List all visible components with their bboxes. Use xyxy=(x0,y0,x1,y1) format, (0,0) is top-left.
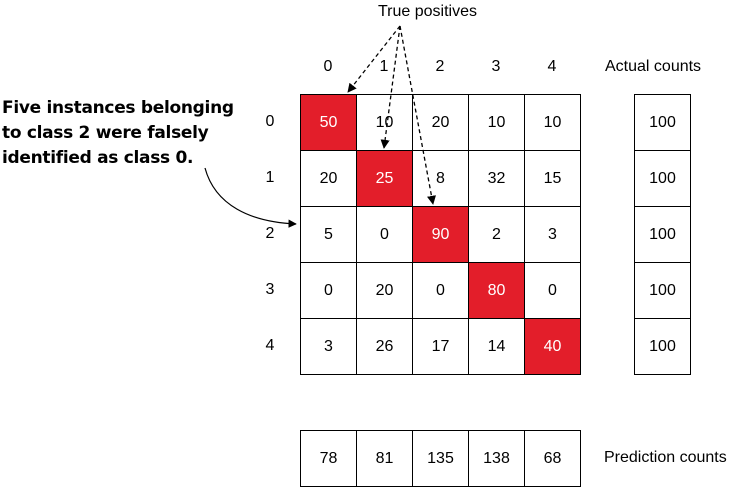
matrix-cell-2-4: 3 xyxy=(524,206,581,263)
prediction-count-4: 68 xyxy=(524,430,581,487)
actual-counts-title: Actual counts xyxy=(605,58,702,75)
actual-count-2: 100 xyxy=(634,206,691,263)
matrix-cell-2-0: 5 xyxy=(300,206,357,263)
matrix-cell-3-3: 80 xyxy=(468,262,525,319)
matrix-cell-3-4: 0 xyxy=(524,262,581,319)
row-label-1: 1 xyxy=(265,169,275,186)
row-label-2: 2 xyxy=(265,225,275,242)
matrix-cell-1-1: 25 xyxy=(356,150,413,207)
matrix-cell-1-2: 8 xyxy=(412,150,469,207)
matrix-cell-1-0: 20 xyxy=(300,150,357,207)
matrix-cell-1-3: 32 xyxy=(468,150,525,207)
row-label-4: 4 xyxy=(265,337,275,354)
annotation-line-2: to class 2 were falsely xyxy=(2,123,209,143)
actual-count-4: 100 xyxy=(634,318,691,375)
actual-count-0: 100 xyxy=(634,94,691,151)
annotation-line-3: identified as class 0. xyxy=(2,148,194,168)
true-positives-label: True positives xyxy=(378,3,477,20)
prediction-count-0: 78 xyxy=(300,430,357,487)
col-label-0: 0 xyxy=(323,58,333,75)
col-label-2: 2 xyxy=(435,58,445,75)
prediction-count-2: 135 xyxy=(412,430,469,487)
matrix-cell-4-3: 14 xyxy=(468,318,525,375)
matrix-cell-3-1: 20 xyxy=(356,262,413,319)
actual-count-3: 100 xyxy=(634,262,691,319)
matrix-cell-2-2: 90 xyxy=(412,206,469,263)
annotation-line-1: Five instances belonging xyxy=(2,98,234,118)
matrix-cell-3-0: 0 xyxy=(300,262,357,319)
matrix-cell-0-0: 50 xyxy=(300,94,357,151)
matrix-cell-0-1: 10 xyxy=(356,94,413,151)
prediction-counts-title: Prediction counts xyxy=(604,449,727,466)
prediction-count-1: 81 xyxy=(356,430,413,487)
col-label-3: 3 xyxy=(491,58,501,75)
matrix-cell-0-2: 20 xyxy=(412,94,469,151)
matrix-cell-2-3: 2 xyxy=(468,206,525,263)
matrix-cell-0-4: 10 xyxy=(524,94,581,151)
col-label-1: 1 xyxy=(379,58,389,75)
matrix-cell-0-3: 10 xyxy=(468,94,525,151)
matrix-cell-4-2: 17 xyxy=(412,318,469,375)
annotation-arrow xyxy=(204,167,297,228)
matrix-cell-1-4: 15 xyxy=(524,150,581,207)
matrix-cell-4-0: 3 xyxy=(300,318,357,375)
matrix-cell-4-4: 40 xyxy=(524,318,581,375)
matrix-cell-4-1: 26 xyxy=(356,318,413,375)
actual-count-1: 100 xyxy=(634,150,691,207)
prediction-count-3: 138 xyxy=(468,430,525,487)
row-label-0: 0 xyxy=(265,113,275,130)
annotation-text: Five instances belonging to class 2 were… xyxy=(2,96,252,171)
row-label-3: 3 xyxy=(265,281,275,298)
col-label-4: 4 xyxy=(547,58,557,75)
matrix-cell-2-1: 0 xyxy=(356,206,413,263)
matrix-cell-3-2: 0 xyxy=(412,262,469,319)
